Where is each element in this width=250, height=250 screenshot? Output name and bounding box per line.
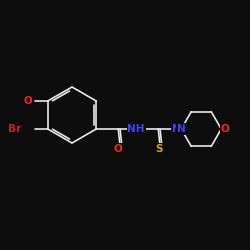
Text: O: O [114,144,122,154]
Text: Br: Br [8,124,21,134]
Text: O: O [221,124,230,134]
Text: N: N [177,124,186,134]
Text: NH: NH [128,124,145,134]
Text: N: N [172,124,180,134]
Text: S: S [156,144,163,154]
Text: O: O [24,96,32,106]
